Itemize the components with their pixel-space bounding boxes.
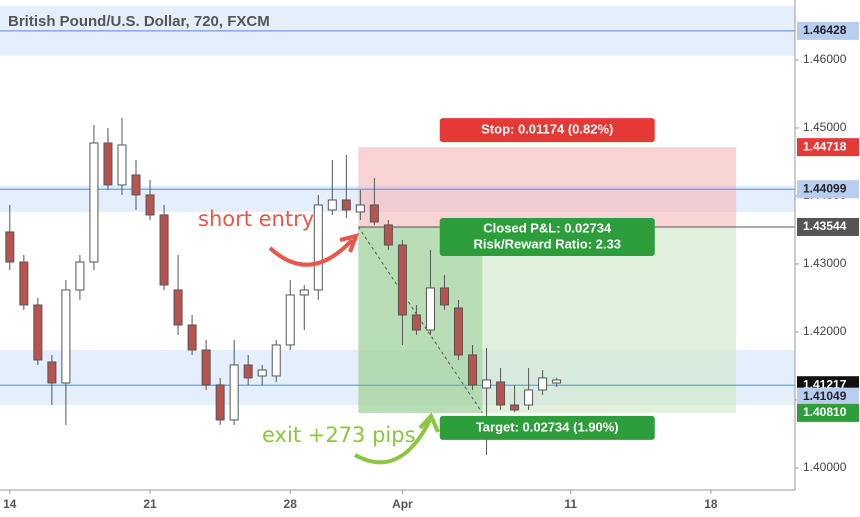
candle-body xyxy=(103,142,113,186)
y-tick-label: 1.46000 xyxy=(803,52,847,66)
trade-path xyxy=(357,226,483,414)
candle-body xyxy=(538,377,548,391)
candle-body xyxy=(173,289,183,326)
candle-body xyxy=(468,354,478,386)
x-tick-label: 14 xyxy=(3,497,17,511)
chart-title: British Pound/U.S. Dollar, 720, FXCM xyxy=(8,13,270,30)
entry-arrow xyxy=(268,238,354,267)
x-tick-label: 11 xyxy=(564,497,577,511)
candle-body xyxy=(215,384,225,421)
price-label-box xyxy=(797,387,859,406)
position-label: Target: 0.02734 (1.90%) xyxy=(476,419,619,434)
exit-arrow xyxy=(354,419,432,465)
x-tick-label: 18 xyxy=(704,497,718,511)
price-label: 1.44718 xyxy=(803,139,847,153)
candle-body xyxy=(411,314,421,331)
price-label: 1.46428 xyxy=(803,23,847,37)
position-label: Closed P&L: 0.02734 xyxy=(483,220,612,235)
candle-body xyxy=(201,349,211,386)
y-tick-label: 1.42000 xyxy=(803,324,847,338)
candle-body xyxy=(524,389,534,406)
candle-body xyxy=(117,144,127,186)
candle-body xyxy=(243,364,253,379)
annotation: short entry xyxy=(198,207,314,231)
candle-body xyxy=(313,204,323,291)
candle-body xyxy=(425,287,435,331)
candle-body xyxy=(397,244,407,316)
candle-body xyxy=(159,214,169,286)
annotation: exit +273 pips xyxy=(262,423,416,447)
position-label: Stop: 0.01174 (0.82%) xyxy=(481,122,613,137)
candle-body xyxy=(341,199,351,211)
plot-area xyxy=(0,5,795,455)
candle-body xyxy=(257,369,267,377)
position-label: Risk/Reward Ratio: 2.33 xyxy=(474,236,621,251)
candle-body xyxy=(5,231,15,263)
y-tick-label: 1.40000 xyxy=(803,460,847,474)
candle-body xyxy=(453,307,463,356)
candle-body xyxy=(355,204,365,213)
price-label: 1.44099 xyxy=(803,181,847,195)
candle-body xyxy=(482,379,492,389)
stop-zone xyxy=(358,147,737,227)
candle-body xyxy=(369,204,379,223)
entry-arrow-head xyxy=(339,233,360,253)
candle-body xyxy=(229,364,239,421)
price-label-box xyxy=(797,403,859,422)
price-label-box xyxy=(797,21,859,40)
candle-body xyxy=(47,361,57,384)
candle-body xyxy=(19,261,29,306)
candle-body xyxy=(75,261,85,291)
x-tick-label: Apr xyxy=(392,497,413,511)
position-label-box xyxy=(439,118,655,143)
candle-body xyxy=(131,174,141,196)
price-label: 1.40810 xyxy=(803,405,847,419)
candle-body xyxy=(33,304,43,361)
candle-body xyxy=(383,224,393,246)
candle-body xyxy=(552,379,562,384)
candle-body xyxy=(496,381,506,406)
candle-body xyxy=(285,294,295,346)
price-label: 1.43544 xyxy=(803,219,847,233)
x-tick-label: 28 xyxy=(284,497,298,511)
y-tick-label: 1.43000 xyxy=(803,256,847,270)
candle-body xyxy=(510,404,520,411)
candle-body xyxy=(187,324,197,351)
candle-body xyxy=(145,194,155,216)
position-label-box xyxy=(439,217,655,256)
candle-body xyxy=(271,344,281,377)
candle-body xyxy=(89,142,99,263)
position-label-box xyxy=(439,415,655,440)
y-tick-label: 1.45000 xyxy=(803,120,847,134)
candle-body xyxy=(299,289,309,296)
price-label: 1.41049 xyxy=(803,389,847,403)
price-label-box xyxy=(797,217,859,236)
candle-body xyxy=(61,289,71,384)
x-tick-label: 21 xyxy=(143,497,157,511)
candle-body xyxy=(327,199,337,211)
candle-body xyxy=(439,287,449,306)
price-label-box xyxy=(797,138,859,157)
exit-arrow-head xyxy=(418,412,440,433)
price-label-box xyxy=(797,180,859,199)
